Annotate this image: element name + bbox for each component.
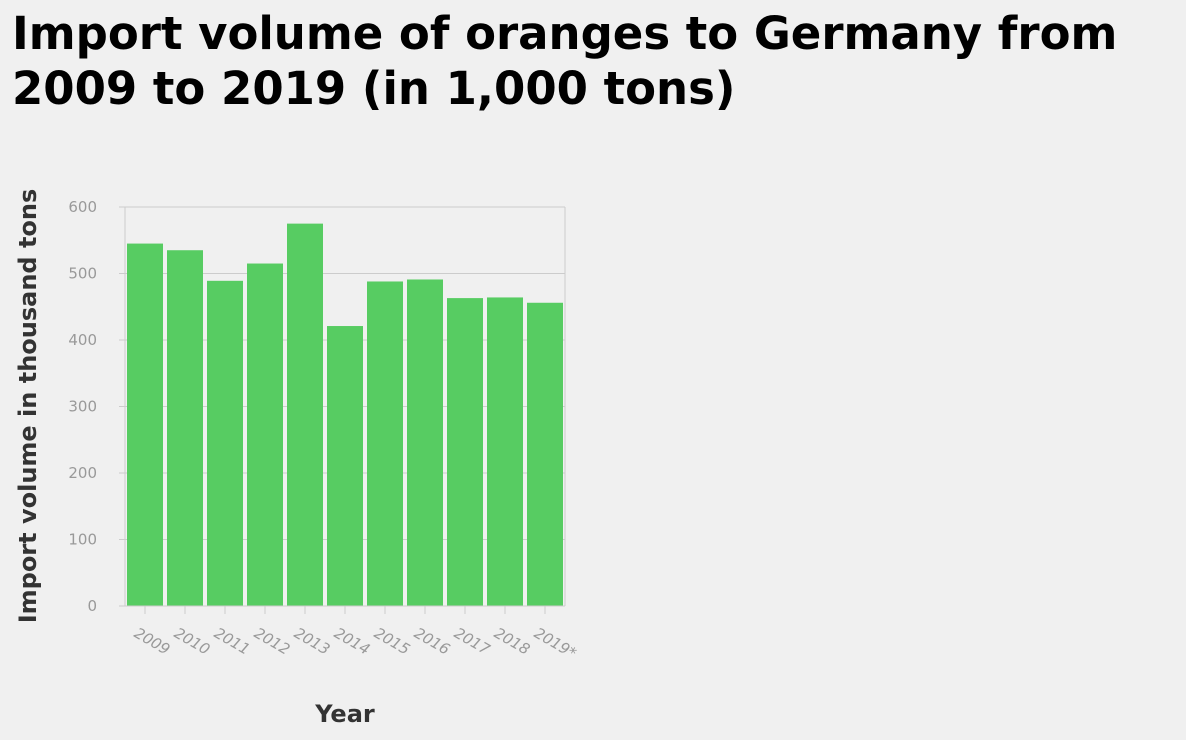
x-tick-labels: 2009201020112012201320142015201620172018… xyxy=(131,624,580,663)
y-tick-label: 200 xyxy=(68,464,97,482)
bar-2010 xyxy=(167,250,203,606)
bars xyxy=(127,223,563,606)
bar-2015 xyxy=(367,281,403,606)
x-tick-label: 2018 xyxy=(491,624,533,659)
bar-2009 xyxy=(127,243,163,606)
bar-2014 xyxy=(327,326,363,606)
bar-2017 xyxy=(447,298,483,606)
bar-2011 xyxy=(207,280,243,606)
chart-title: Import volume of oranges to Germany from… xyxy=(12,7,1118,115)
x-tick-label: 2019* xyxy=(531,624,580,663)
x-tick-label: 2011 xyxy=(211,624,253,659)
y-tick-label: 500 xyxy=(68,265,97,283)
bar-2019 xyxy=(527,302,563,606)
y-tick-label: 400 xyxy=(68,331,97,349)
y-tick-labels: 0 100 200 300 400 500 600 xyxy=(68,198,97,615)
y-tick-label: 300 xyxy=(68,398,97,416)
x-tick-label: 2017 xyxy=(451,624,493,659)
bar-2013 xyxy=(287,223,323,606)
x-tick-label: 2012 xyxy=(251,624,293,659)
x-tick-label: 2013 xyxy=(291,624,333,659)
y-axis-label: Import volume in thousand tons xyxy=(14,189,42,624)
y-tick-label: 100 xyxy=(68,531,97,549)
bar-2012 xyxy=(247,263,283,606)
x-tick-label: 2014 xyxy=(331,624,373,659)
x-axis-label: Year xyxy=(314,700,375,728)
bar-2016 xyxy=(407,279,443,606)
y-tick-label: 600 xyxy=(68,198,97,216)
x-tick-label: 2010 xyxy=(171,624,213,659)
y-tick-label: 0 xyxy=(87,597,97,615)
axes xyxy=(119,206,566,614)
x-tick-label: 2015 xyxy=(371,624,413,659)
bar-2018 xyxy=(487,297,523,606)
x-tick-label: 2016 xyxy=(411,624,453,659)
x-tick-label: 2009 xyxy=(131,624,173,659)
